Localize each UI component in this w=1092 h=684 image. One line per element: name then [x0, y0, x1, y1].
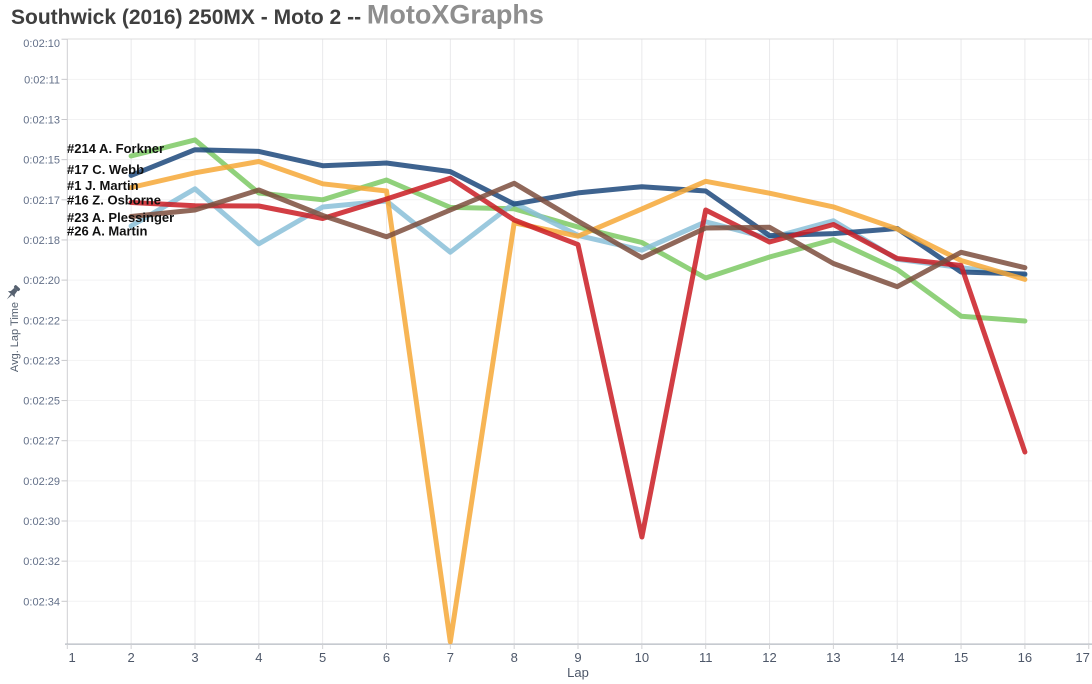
svg-text:6: 6	[383, 650, 390, 665]
svg-text:16: 16	[1018, 650, 1032, 665]
svg-text:17: 17	[1075, 650, 1089, 665]
svg-text:0:02:10: 0:02:10	[23, 38, 60, 50]
svg-text:0:02:22: 0:02:22	[23, 315, 60, 327]
svg-text:#214 A. Forkner: #214 A. Forkner	[67, 141, 164, 156]
svg-text:0:02:15: 0:02:15	[23, 155, 60, 167]
svg-text:10: 10	[635, 650, 649, 665]
svg-text:13: 13	[826, 650, 840, 665]
svg-text:1: 1	[68, 650, 75, 665]
svg-text:0:02:34: 0:02:34	[23, 596, 60, 608]
svg-text:0:02:17: 0:02:17	[23, 195, 60, 207]
svg-text:15: 15	[954, 650, 968, 665]
svg-text:0:02:27: 0:02:27	[23, 436, 60, 448]
svg-text:0:02:32: 0:02:32	[23, 556, 60, 568]
svg-text:14: 14	[890, 650, 904, 665]
svg-text:0:02:23: 0:02:23	[23, 355, 60, 367]
svg-text:Avg. Lap Time: Avg. Lap Time	[9, 302, 21, 372]
svg-text:0:02:25: 0:02:25	[23, 396, 60, 408]
svg-text:Lap: Lap	[567, 665, 589, 680]
svg-text:0:02:11: 0:02:11	[24, 74, 60, 86]
svg-text:8: 8	[511, 650, 518, 665]
svg-text:3: 3	[191, 650, 198, 665]
svg-text:0:02:18: 0:02:18	[23, 235, 60, 247]
svg-text:#1 J. Martin: #1 J. Martin	[67, 178, 139, 193]
svg-text:0:02:13: 0:02:13	[23, 115, 60, 127]
svg-text:5: 5	[319, 650, 326, 665]
svg-text:#16 Z. Osborne: #16 Z. Osborne	[67, 192, 161, 207]
svg-text:#17 C. Webb: #17 C. Webb	[67, 162, 144, 177]
svg-text:4: 4	[255, 650, 262, 665]
svg-text:12: 12	[762, 650, 776, 665]
svg-text:#23 A. Plessinger: #23 A. Plessinger	[67, 210, 174, 225]
svg-text:#26 A. Martin: #26 A. Martin	[67, 223, 147, 238]
svg-text:0:02:20: 0:02:20	[23, 275, 60, 287]
svg-text:2: 2	[128, 650, 135, 665]
svg-text:9: 9	[574, 650, 581, 665]
svg-text:7: 7	[447, 650, 454, 665]
svg-text:0:02:29: 0:02:29	[23, 476, 60, 488]
svg-text:11: 11	[699, 650, 713, 665]
svg-text:0:02:30: 0:02:30	[23, 516, 60, 528]
